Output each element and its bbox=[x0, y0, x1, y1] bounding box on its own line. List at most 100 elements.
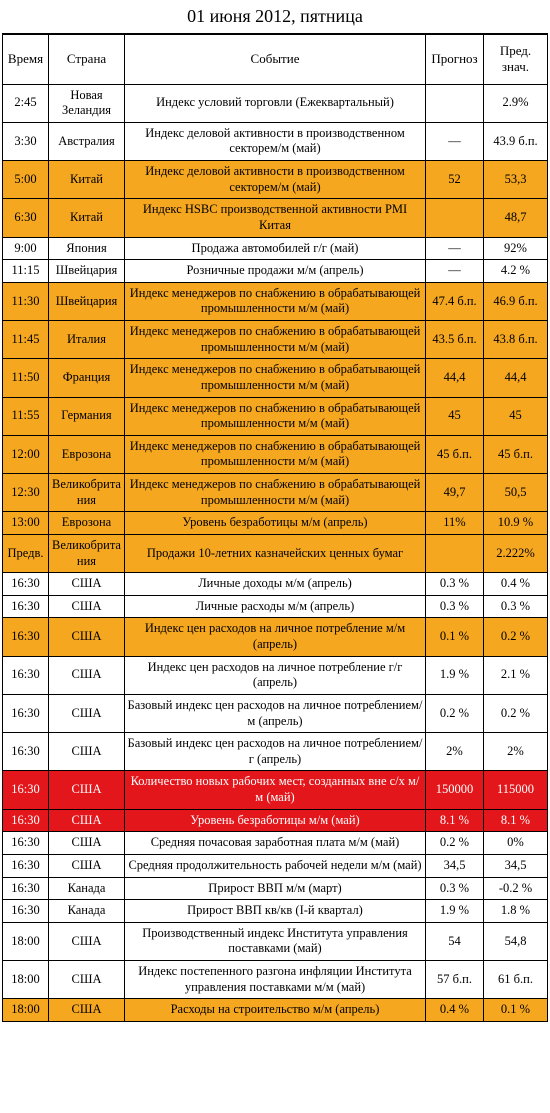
cell-country: США bbox=[49, 618, 125, 656]
cell-time: 16:30 bbox=[3, 618, 49, 656]
cell-event: Индекс условий торговли (Ежеквартальный) bbox=[125, 84, 426, 122]
cell-time: 16:30 bbox=[3, 900, 49, 923]
cell-forecast: 0.1 % bbox=[426, 618, 484, 656]
cell-country: США bbox=[49, 733, 125, 771]
cell-country: Канада bbox=[49, 900, 125, 923]
cell-event: Расходы на строительство м/м (апрель) bbox=[125, 999, 426, 1022]
cell-prev: 0.3 % bbox=[484, 595, 548, 618]
cell-prev: 10.9 % bbox=[484, 512, 548, 535]
cell-prev: 2% bbox=[484, 733, 548, 771]
col-event: Событие bbox=[125, 35, 426, 85]
cell-prev: 0.1 % bbox=[484, 999, 548, 1022]
cell-country: США bbox=[49, 999, 125, 1022]
cell-prev: 61 б.п. bbox=[484, 961, 548, 999]
cell-time: 18:00 bbox=[3, 961, 49, 999]
cell-time: 16:30 bbox=[3, 854, 49, 877]
cell-prev: 8.1 % bbox=[484, 809, 548, 832]
cell-time: 12:30 bbox=[3, 474, 49, 512]
cell-forecast: 2% bbox=[426, 733, 484, 771]
cell-forecast: 54 bbox=[426, 922, 484, 960]
table-row: 16:30СШАЛичные расходы м/м (апрель)0.3 %… bbox=[3, 595, 548, 618]
page-title: 01 июня 2012, пятница bbox=[2, 2, 548, 34]
cell-prev: 0.2 % bbox=[484, 694, 548, 732]
cell-country: Новая Зеландия bbox=[49, 84, 125, 122]
cell-country: Германия bbox=[49, 397, 125, 435]
cell-event: Индекс менеджеров по снабжению в обрабат… bbox=[125, 359, 426, 397]
cell-country: Италия bbox=[49, 321, 125, 359]
cell-prev: 46.9 б.п. bbox=[484, 282, 548, 320]
cell-country: Канада bbox=[49, 877, 125, 900]
cell-time: 3:30 bbox=[3, 122, 49, 160]
cell-time: 16:30 bbox=[3, 656, 49, 694]
cell-forecast: 8.1 % bbox=[426, 809, 484, 832]
cell-country: Швейцария bbox=[49, 282, 125, 320]
cell-event: Индекс цен расходов на личное потреблени… bbox=[125, 656, 426, 694]
cell-prev: 115000 bbox=[484, 771, 548, 809]
cell-time: 11:55 bbox=[3, 397, 49, 435]
cell-time: 11:50 bbox=[3, 359, 49, 397]
cell-forecast: — bbox=[426, 237, 484, 260]
col-time: Время bbox=[3, 35, 49, 85]
cell-forecast: 45 б.п. bbox=[426, 435, 484, 473]
cell-time: 16:30 bbox=[3, 733, 49, 771]
cell-forecast: 43.5 б.п. bbox=[426, 321, 484, 359]
cell-time: 16:30 bbox=[3, 771, 49, 809]
cell-forecast: 0.3 % bbox=[426, 877, 484, 900]
cell-prev: 54,8 bbox=[484, 922, 548, 960]
table-row: 18:00СШАРасходы на строительство м/м (ап… bbox=[3, 999, 548, 1022]
cell-event: Продажи 10-летних казначейских ценных бу… bbox=[125, 534, 426, 572]
cell-event: Уровень безработицы м/м (май) bbox=[125, 809, 426, 832]
cell-time: 16:30 bbox=[3, 595, 49, 618]
cell-time: Предв. bbox=[3, 534, 49, 572]
cell-prev: 43.8 б.п. bbox=[484, 321, 548, 359]
cell-event: Средняя продолжительность рабочей недели… bbox=[125, 854, 426, 877]
cell-prev: -0.2 % bbox=[484, 877, 548, 900]
table-row: 18:00СШАПроизводственный индекс Институт… bbox=[3, 922, 548, 960]
cell-time: 16:30 bbox=[3, 694, 49, 732]
table-row: 3:30АвстралияИндекс деловой активности в… bbox=[3, 122, 548, 160]
cell-event: Средняя почасовая заработная плата м/м (… bbox=[125, 832, 426, 855]
cell-time: 16:30 bbox=[3, 809, 49, 832]
cell-country: США bbox=[49, 771, 125, 809]
cell-forecast bbox=[426, 534, 484, 572]
cell-time: 13:00 bbox=[3, 512, 49, 535]
cell-prev: 2.9% bbox=[484, 84, 548, 122]
cell-event: Базовый индекс цен расходов на личное по… bbox=[125, 733, 426, 771]
cell-prev: 0% bbox=[484, 832, 548, 855]
cell-country: США bbox=[49, 694, 125, 732]
cell-country: США bbox=[49, 573, 125, 596]
table-row: 16:30СШАСредняя почасовая заработная пла… bbox=[3, 832, 548, 855]
cell-forecast: 0.2 % bbox=[426, 832, 484, 855]
cell-country: США bbox=[49, 832, 125, 855]
cell-prev: 92% bbox=[484, 237, 548, 260]
table-row: 16:30СШАКоличество новых рабочих мест, с… bbox=[3, 771, 548, 809]
table-row: 11:55ГерманияИндекс менеджеров по снабже… bbox=[3, 397, 548, 435]
table-row: 12:30ВеликобританияИндекс менеджеров по … bbox=[3, 474, 548, 512]
cell-event: Производственный индекс Института управл… bbox=[125, 922, 426, 960]
cell-forecast: 0.4 % bbox=[426, 999, 484, 1022]
cell-forecast: 1.9 % bbox=[426, 656, 484, 694]
cell-event: Индекс цен расходов на личное потреблени… bbox=[125, 618, 426, 656]
cell-forecast: 0.2 % bbox=[426, 694, 484, 732]
cell-forecast bbox=[426, 84, 484, 122]
table-row: 16:30СШАБазовый индекс цен расходов на л… bbox=[3, 694, 548, 732]
table-row: 6:30КитайИндекс HSBC производственной ак… bbox=[3, 199, 548, 237]
cell-forecast: 0.3 % bbox=[426, 595, 484, 618]
cell-country: США bbox=[49, 656, 125, 694]
cell-prev: 44,4 bbox=[484, 359, 548, 397]
cell-event: Индекс деловой активности в производстве… bbox=[125, 122, 426, 160]
table-row: 16:30СШАИндекс цен расходов на личное по… bbox=[3, 618, 548, 656]
cell-time: 9:00 bbox=[3, 237, 49, 260]
cell-event: Уровень безработицы м/м (апрель) bbox=[125, 512, 426, 535]
cell-country: Япония bbox=[49, 237, 125, 260]
col-prev: Пред. знач. bbox=[484, 35, 548, 85]
cell-event: Личные доходы м/м (апрель) bbox=[125, 573, 426, 596]
cell-event: Продажа автомобилей г/г (май) bbox=[125, 237, 426, 260]
table-row: 18:00СШАИндекс постепенного разгона инфл… bbox=[3, 961, 548, 999]
cell-prev: 34,5 bbox=[484, 854, 548, 877]
table-row: 16:30СШАУровень безработицы м/м (май)8.1… bbox=[3, 809, 548, 832]
table-row: 16:30СШАБазовый индекс цен расходов на л… bbox=[3, 733, 548, 771]
table-row: 9:00ЯпонияПродажа автомобилей г/г (май)—… bbox=[3, 237, 548, 260]
cell-forecast: 34,5 bbox=[426, 854, 484, 877]
table-row: 5:00КитайИндекс деловой активности в про… bbox=[3, 161, 548, 199]
